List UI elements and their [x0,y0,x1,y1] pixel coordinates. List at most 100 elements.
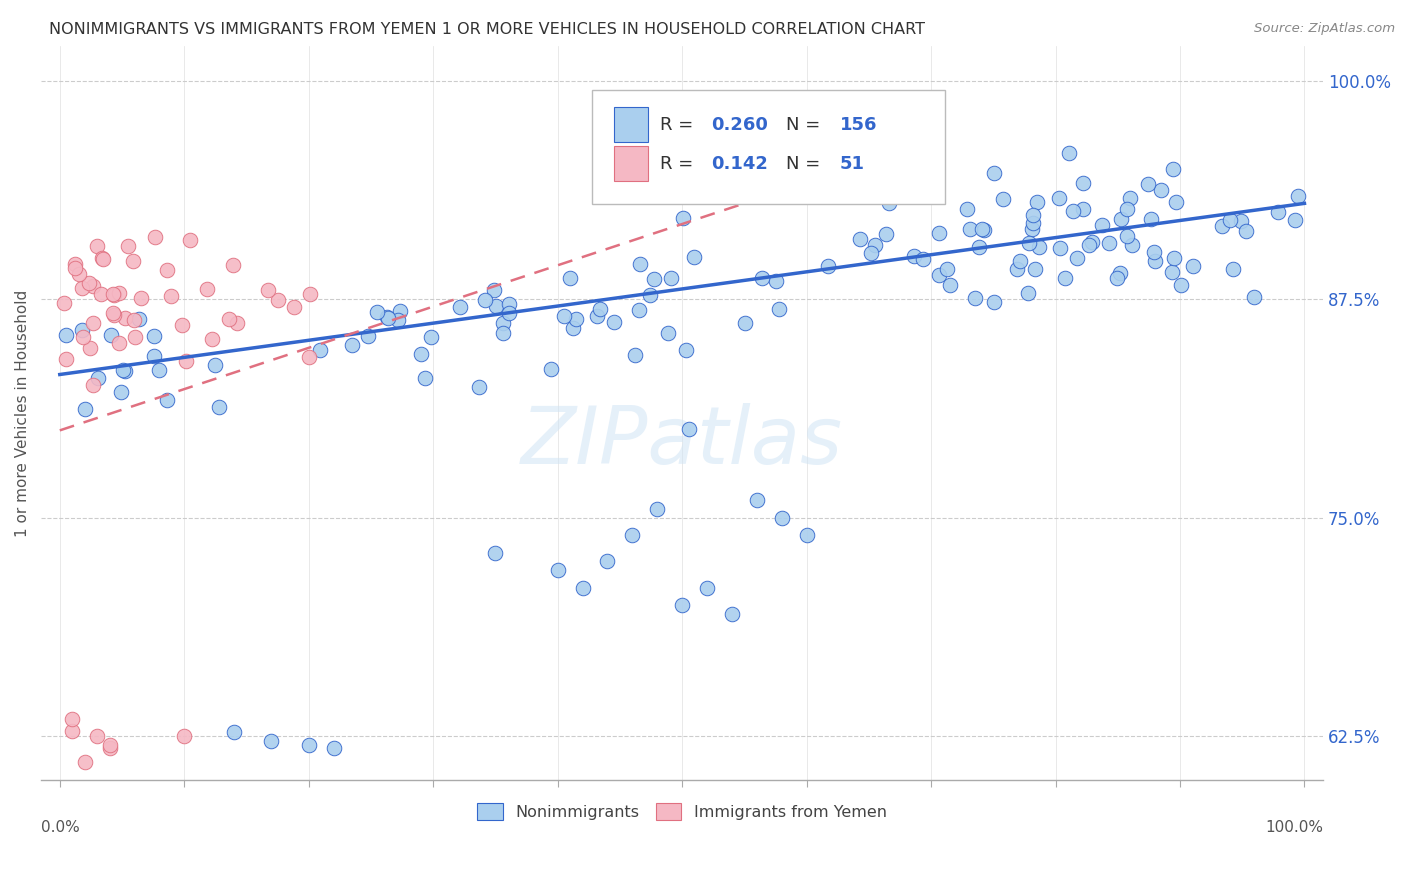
Point [973,222,995,236]
Point [1028,240,1050,254]
Point [875,227,897,241]
Point [1163,251,1185,265]
Point [1219,213,1241,227]
Point [86,729,108,743]
Point [322,741,344,756]
Point [491,326,513,340]
Point [388,303,411,318]
Point [498,297,520,311]
Point [72,330,94,344]
Point [659,270,682,285]
Point [621,528,644,542]
Point [1017,286,1039,301]
Point [124,330,146,344]
Point [298,738,321,752]
Point [174,353,197,368]
Point [222,725,245,739]
Point [160,288,183,302]
Point [101,287,124,301]
Point [53,296,76,310]
Point [79,341,101,355]
Point [1024,261,1046,276]
Point [638,287,661,301]
Point [1071,176,1094,190]
Point [375,310,398,325]
Point [86,371,108,385]
FancyBboxPatch shape [614,107,648,143]
Point [114,310,136,325]
Point [1018,236,1040,251]
Point [122,313,145,327]
Point [79,276,101,290]
Point [143,329,166,343]
Point [90,286,112,301]
Point [298,350,321,364]
Point [602,315,624,329]
Text: 100.0%: 100.0% [1265,820,1323,835]
Text: R =: R = [661,116,699,134]
Point [218,311,240,326]
Point [1047,191,1070,205]
Point [1144,254,1167,268]
Point [547,563,569,577]
Point [98,741,121,756]
Point [1049,241,1071,255]
Text: 156: 156 [839,116,877,134]
Point [155,262,177,277]
Point [770,510,793,524]
Point [63,257,86,271]
Point [1211,219,1233,233]
Point [928,268,950,282]
Point [1021,221,1043,235]
Point [721,607,744,621]
Point [967,240,990,254]
Point [60,723,83,738]
Point [959,222,981,236]
Point [114,364,136,378]
Point [1078,238,1101,252]
Point [1119,191,1142,205]
Point [108,285,131,300]
Point [298,287,321,301]
Point [939,278,962,293]
Point [1267,205,1289,219]
Point [208,401,231,415]
Point [201,333,224,347]
Point [1025,195,1047,210]
Point [586,309,609,323]
Point [877,196,900,211]
Point [1008,254,1031,268]
Point [1091,218,1114,232]
Point [571,581,593,595]
Point [485,299,508,313]
Point [628,257,651,271]
Point [1170,278,1192,293]
Point [1081,235,1104,249]
Point [991,192,1014,206]
Point [643,272,665,286]
Point [671,598,693,612]
Point [267,293,290,307]
Point [675,343,697,358]
Point [907,188,929,202]
Point [474,293,496,307]
Point [387,313,409,327]
Point [1243,290,1265,304]
Point [103,288,125,302]
Point [143,230,166,244]
Point [257,283,280,297]
Point [765,274,787,288]
Point [73,401,96,416]
Point [558,271,581,285]
Point [73,755,96,769]
Point [142,349,165,363]
Point [983,166,1005,180]
Point [863,238,886,252]
Point [482,283,505,297]
Point [121,253,143,268]
Point [492,316,515,330]
Point [596,554,619,568]
Point [768,301,790,316]
Point [1111,212,1133,227]
Point [155,392,177,407]
